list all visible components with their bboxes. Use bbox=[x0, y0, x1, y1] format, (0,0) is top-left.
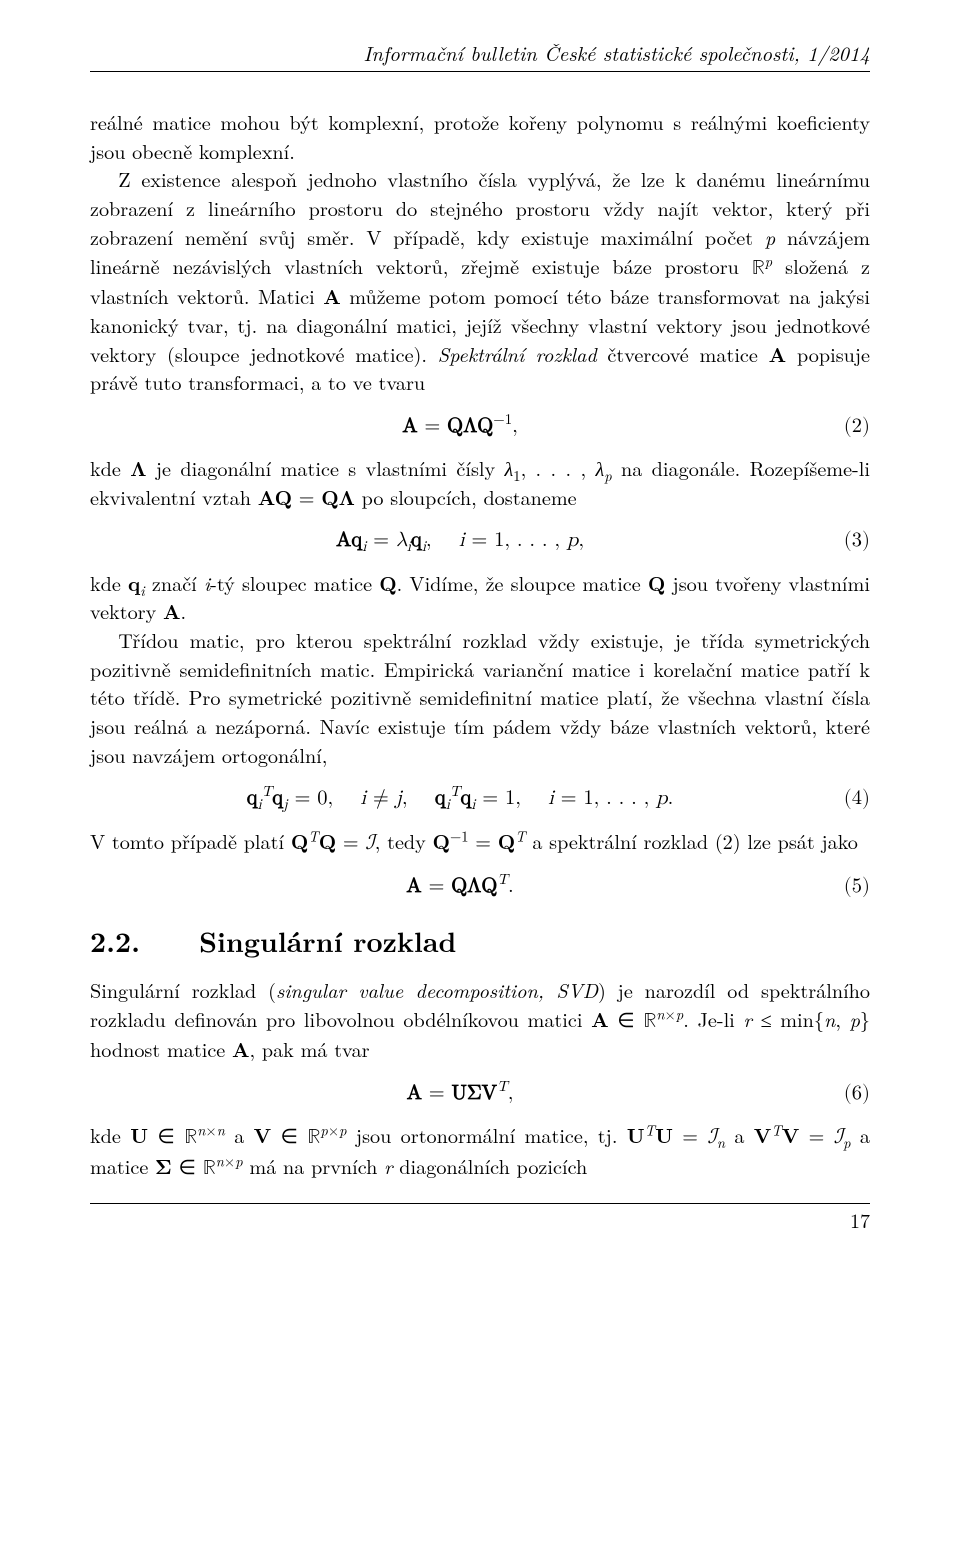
equation-3-body: Aqi = λiqi, i = 1, . . . , p, bbox=[90, 525, 830, 554]
paragraph-6: V tomto případě platí QTQ = ℐ, tedy Q−1 … bbox=[90, 827, 870, 858]
equation-3-number: (3) bbox=[830, 525, 870, 554]
equation-5-number: (5) bbox=[830, 871, 870, 900]
equation-4-body: qiTqj = 0, i ≠ j, qiTqi = 1, i = 1, . . … bbox=[90, 783, 830, 812]
section-number: 2.2. bbox=[90, 921, 140, 961]
equation-2-body: A = QΛQ−1, bbox=[90, 411, 830, 440]
paragraph-3: kde Λ je diagonální matice s vlastními č… bbox=[90, 454, 870, 511]
header-rule bbox=[90, 71, 870, 72]
equation-5-body: A = QΛQT. bbox=[90, 871, 830, 900]
paragraph-8: kde U ∈ ℝn×n a V ∈ ℝp×p jsou ortonormáln… bbox=[90, 1121, 870, 1182]
section-2-2-heading: 2.2. Singulární rozklad bbox=[90, 922, 870, 962]
body-text: reálné matice mohou být komplexní, proto… bbox=[90, 108, 870, 1182]
equation-3: Aqi = λiqi, i = 1, . . . , p, (3) bbox=[90, 525, 870, 554]
equation-2-number: (2) bbox=[830, 411, 870, 440]
paragraph-1: reálné matice mohou být komplexní, proto… bbox=[90, 108, 870, 165]
equation-4-number: (4) bbox=[830, 783, 870, 812]
equation-5: A = QΛQT. (5) bbox=[90, 871, 870, 900]
equation-6-number: (6) bbox=[830, 1078, 870, 1107]
page-header: Informační bulletin České statistické sp… bbox=[90, 38, 870, 67]
paragraph-4: kde qi značí i-tý sloupec matice Q. Vidí… bbox=[90, 569, 870, 626]
section-title: Singulární rozklad bbox=[199, 921, 456, 961]
equation-6-body: A = UΣVT, bbox=[90, 1078, 830, 1107]
equation-6: A = UΣVT, (6) bbox=[90, 1078, 870, 1107]
paragraph-2: Z existence alespoň jednoho vlastního čí… bbox=[90, 165, 870, 397]
paragraph-5: Třídou matic, pro kterou spektrální rozk… bbox=[90, 626, 870, 769]
page-number: 17 bbox=[90, 1206, 870, 1234]
paragraph-7: Singulární rozklad (singular value decom… bbox=[90, 976, 870, 1064]
equation-2: A = QΛQ−1, (2) bbox=[90, 411, 870, 440]
equation-4: qiTqj = 0, i ≠ j, qiTqi = 1, i = 1, . . … bbox=[90, 783, 870, 812]
footer-rule bbox=[90, 1203, 870, 1204]
